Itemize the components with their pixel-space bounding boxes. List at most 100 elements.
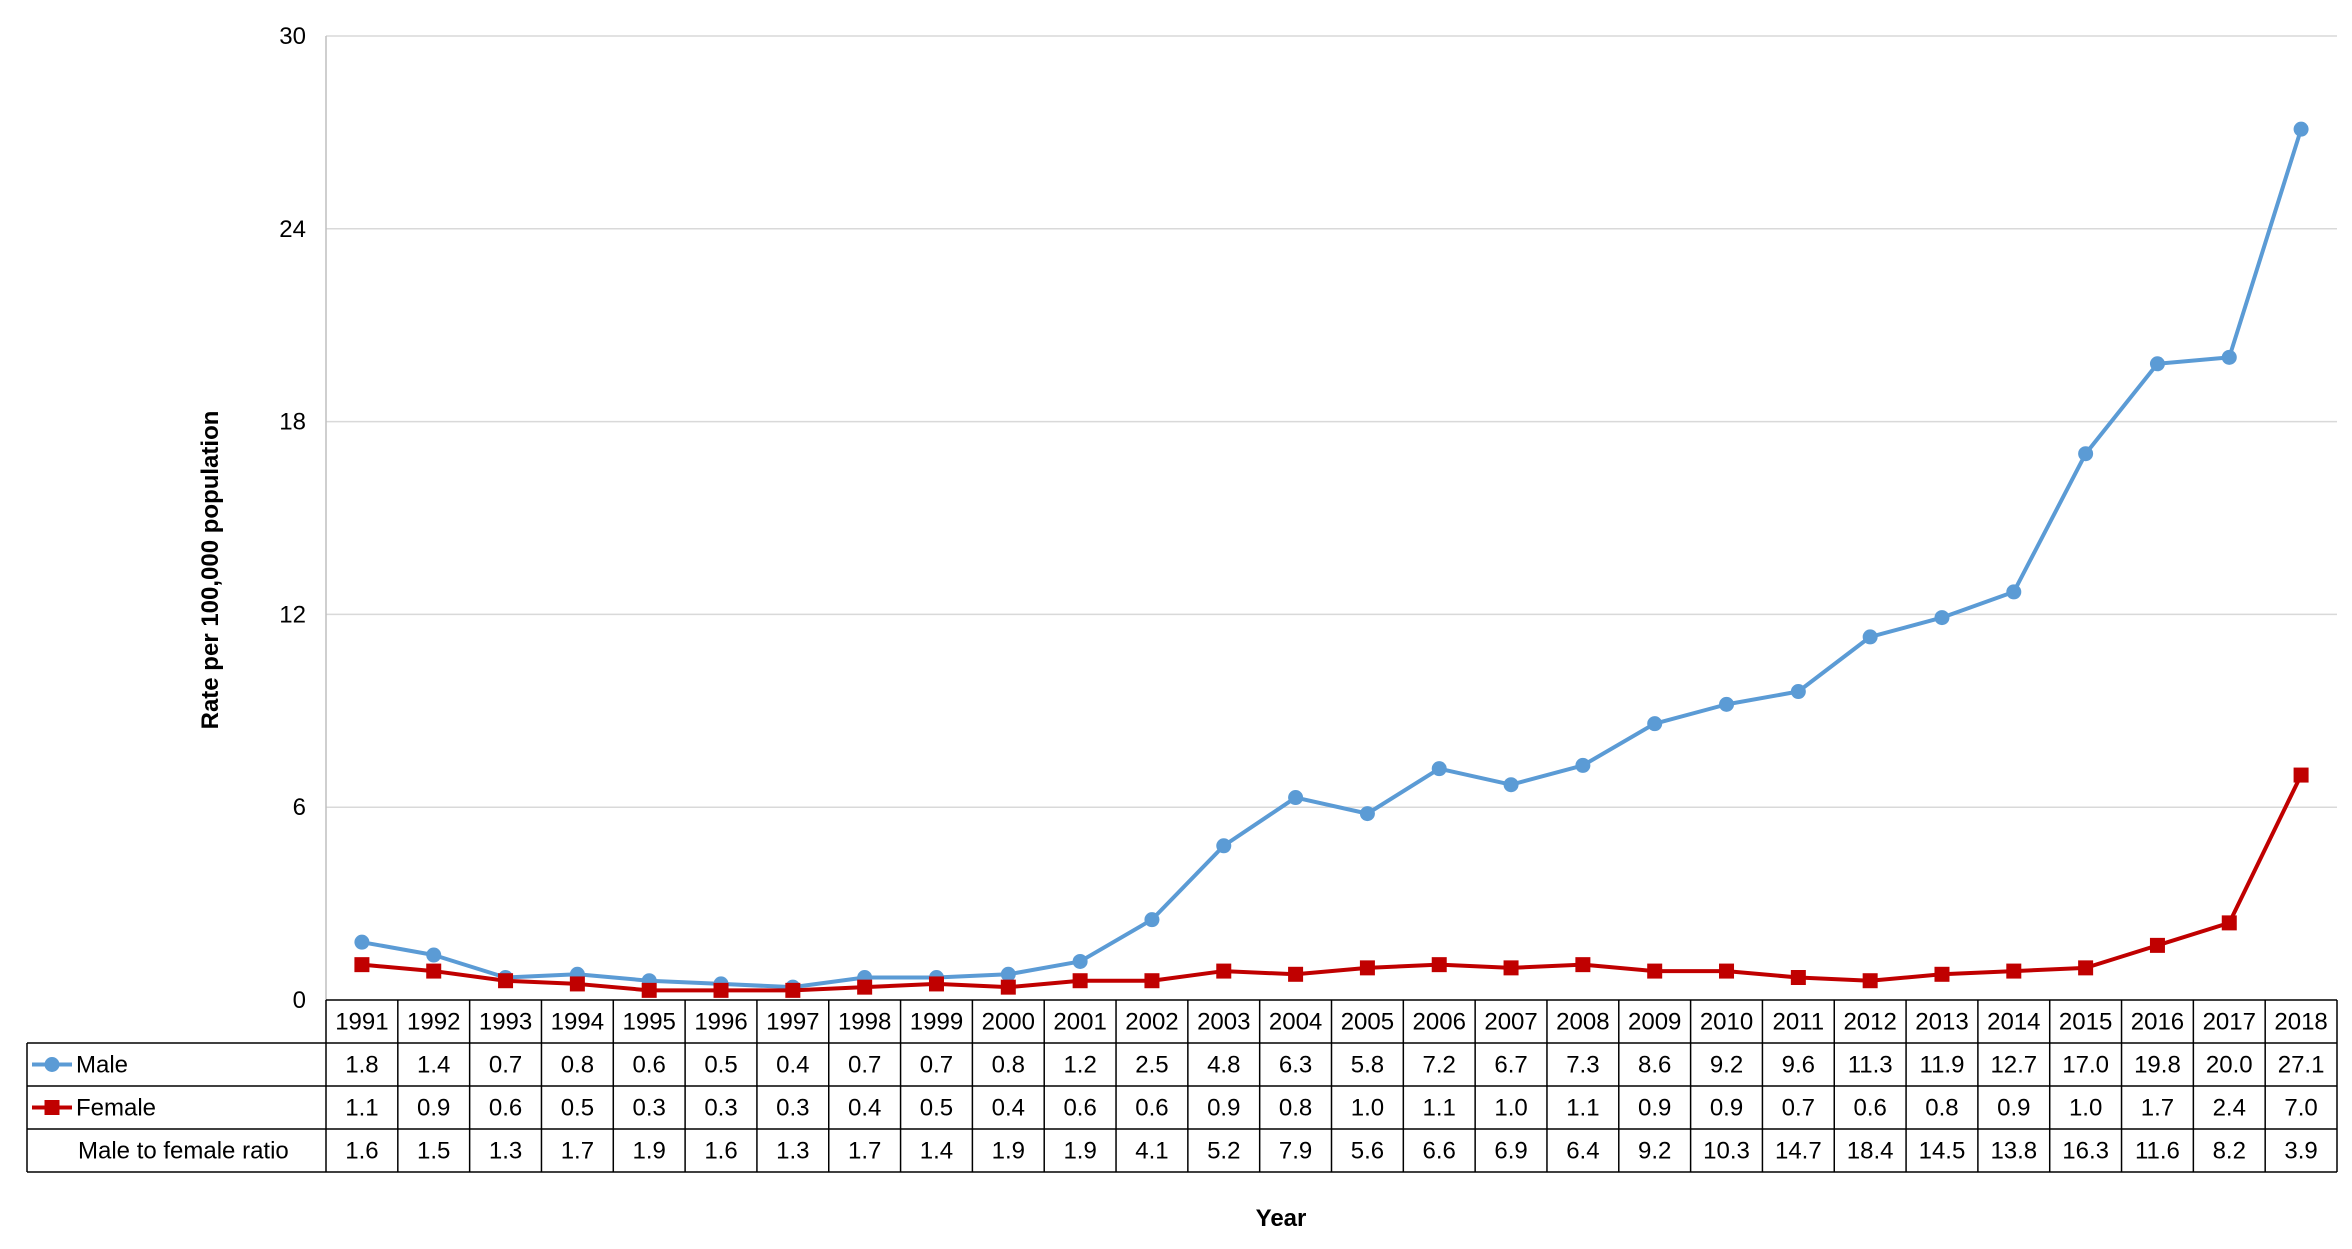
data-label: 4.1: [1135, 1138, 1168, 1165]
data-point: [1144, 912, 1160, 928]
x-tick-label: 2011: [1773, 1009, 1825, 1036]
y-tick-label: 30: [279, 23, 306, 50]
data-label: 1.5: [417, 1138, 450, 1165]
data-label: 0.5: [920, 1095, 953, 1122]
data-point: [857, 979, 873, 995]
x-tick-label: 1996: [694, 1009, 747, 1036]
data-label: 1.0: [2069, 1095, 2102, 1122]
data-point: [1719, 696, 1735, 712]
data-label: 11.9: [1920, 1052, 1965, 1079]
data-label: 0.6: [1063, 1095, 1096, 1122]
x-tick-label: 2009: [1628, 1009, 1681, 1036]
data-point: [2006, 963, 2022, 979]
data-point: [928, 976, 944, 992]
x-tick-label: 1995: [623, 1009, 676, 1036]
data-point: [1790, 970, 1806, 986]
data-label: 0.7: [489, 1052, 522, 1079]
data-point: [1288, 790, 1304, 806]
data-label: 0.9: [1710, 1095, 1743, 1122]
data-point: [1072, 973, 1088, 989]
data-label: 6.9: [1494, 1138, 1527, 1165]
data-label: 12.7: [1990, 1052, 2037, 1079]
x-tick-label: 2012: [1843, 1009, 1896, 1036]
data-label: 16.3: [2062, 1138, 2109, 1165]
data-label: 1.6: [704, 1138, 737, 1165]
data-point: [1288, 966, 1304, 982]
data-label: 9.2: [1710, 1052, 1743, 1079]
data-point: [1575, 757, 1591, 773]
x-tick-label: 2005: [1341, 1009, 1394, 1036]
data-label: 8.6: [1638, 1052, 1671, 1079]
data-label: 0.8: [1925, 1095, 1958, 1122]
data-label: 6.7: [1494, 1052, 1527, 1079]
data-point: [785, 982, 801, 998]
data-label: 1.9: [633, 1138, 666, 1165]
data-label: 0.6: [633, 1052, 666, 1079]
data-label: 1.6: [345, 1138, 378, 1165]
data-point: [641, 982, 657, 998]
row-label-male: Male: [76, 1052, 128, 1079]
data-point: [2078, 960, 2094, 976]
data-label: 1.1: [1423, 1095, 1456, 1122]
data-label: 5.2: [1207, 1138, 1240, 1165]
data-point: [1216, 963, 1232, 979]
data-label: 20.0: [2206, 1052, 2253, 1079]
data-label: 14.7: [1775, 1138, 1822, 1165]
data-point: [2149, 356, 2165, 372]
data-label: 5.6: [1351, 1138, 1384, 1165]
data-label: 0.8: [561, 1052, 594, 1079]
data-point: [426, 947, 442, 963]
data-label: 0.3: [633, 1095, 666, 1122]
data-point: [1431, 761, 1447, 777]
data-label: 0.8: [1279, 1095, 1312, 1122]
x-tick-label: 1998: [838, 1009, 891, 1036]
data-point: [569, 976, 585, 992]
data-point: [2293, 767, 2309, 783]
series-male: [354, 121, 2309, 995]
x-tick-label: 2013: [1915, 1009, 1968, 1036]
row-label-male-to-female-ratio: Male to female ratio: [78, 1138, 289, 1165]
data-label: 0.6: [1853, 1095, 1886, 1122]
x-tick-label: 2014: [1987, 1009, 2040, 1036]
x-tick-label: 2017: [2203, 1009, 2256, 1036]
data-label: 6.6: [1423, 1138, 1456, 1165]
data-point: [1216, 838, 1232, 854]
data-label: 7.3: [1566, 1052, 1599, 1079]
data-point: [1431, 957, 1447, 973]
data-label: 27.1: [2278, 1052, 2325, 1079]
data-label: 14.5: [1919, 1138, 1966, 1165]
data-label: 0.9: [1638, 1095, 1671, 1122]
y-tick-label: 6: [293, 794, 306, 821]
data-label: 0.9: [1207, 1095, 1240, 1122]
data-label: 0.4: [776, 1052, 809, 1079]
series-female: [354, 767, 2309, 998]
data-table: 1991 1992 1993 1994 1995 1996 1997 1998 1999 2000…: [26, 999, 2338, 1173]
x-tick-label: 2016: [2131, 1009, 2184, 1036]
data-label: 11.3: [1848, 1052, 1893, 1079]
x-axis-title: Year: [1256, 1205, 1307, 1232]
data-label: 1.9: [1063, 1138, 1096, 1165]
data-label: 2.4: [2213, 1095, 2246, 1122]
data-label: 3.9: [2284, 1138, 2317, 1165]
data-point: [1934, 966, 1950, 982]
x-tick-label: 1991: [335, 1009, 388, 1036]
data-point: [2221, 349, 2237, 365]
x-tick-label: 1993: [479, 1009, 532, 1036]
data-point: [1359, 806, 1375, 822]
x-tick-label: 2000: [982, 1009, 1035, 1036]
data-point: [1144, 973, 1160, 989]
data-point: [1862, 629, 1878, 645]
data-label: 0.5: [561, 1095, 594, 1122]
data-label: 6.4: [1566, 1138, 1599, 1165]
data-label: 1.7: [2141, 1095, 2174, 1122]
data-label: 1.1: [345, 1095, 378, 1122]
data-label: 4.8: [1207, 1052, 1240, 1079]
y-tick-label: 12: [279, 601, 306, 628]
data-point: [1719, 963, 1735, 979]
data-point: [354, 934, 370, 950]
x-tick-label: 2007: [1484, 1009, 1537, 1036]
data-label: 0.6: [489, 1095, 522, 1122]
data-label: 0.8: [992, 1052, 1025, 1079]
legend-key-marker: [44, 1100, 60, 1115]
